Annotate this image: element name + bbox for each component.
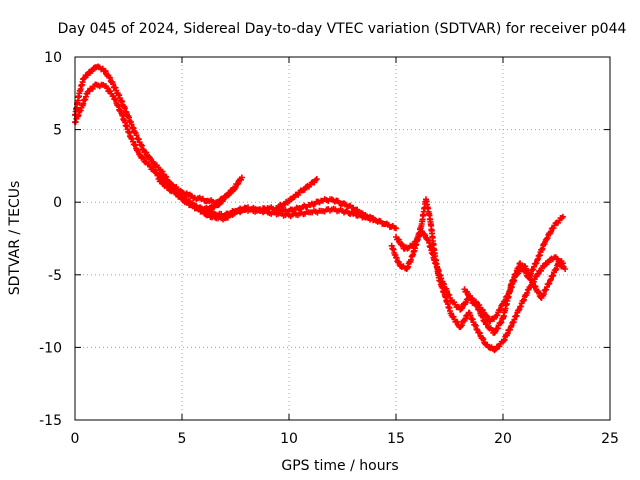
series-track-4 [155,176,239,214]
tick-layer: 0 5 10 15 20 25 10 5 0 -5 -10 -15 [39,50,619,447]
y-tick-label: 10 [44,50,62,66]
series-track-8 [461,260,569,325]
y-tick-label: -15 [39,413,62,429]
data-layer [72,63,569,354]
x-tick-label: 10 [280,431,298,447]
x-tick-label: 20 [494,431,512,447]
y-tick-label: 0 [53,195,62,211]
x-tick-label: 5 [178,431,187,447]
y-tick-label: -5 [48,268,62,284]
x-axis-label: GPS time / hours [281,458,398,474]
series-track-5 [273,176,320,212]
series-markers [273,176,320,212]
y-axis-label: SDTVAR / TECUs [7,181,23,296]
y-tick-label: 5 [53,123,62,139]
x-tick-label: 0 [71,431,80,447]
x-tick-label: 15 [387,431,405,447]
grid-layer [75,57,610,420]
y-tick-label: -10 [39,340,62,356]
x-tick-label: 25 [601,431,619,447]
plot-frame [74,56,611,421]
chart-title: Day 045 of 2024, Sidereal Day-to-day VTE… [58,21,627,37]
series-markers [461,260,569,325]
series-markers [155,176,239,214]
